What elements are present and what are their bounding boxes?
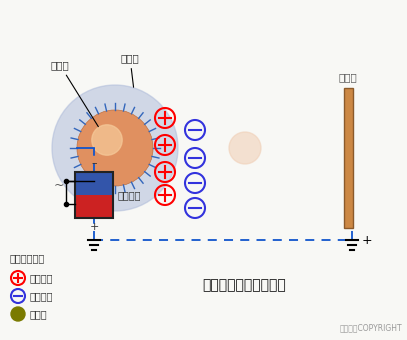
Bar (344, 88, 352, 228)
Circle shape (77, 110, 153, 186)
Text: 电晕区: 电晕区 (120, 53, 139, 87)
Text: 电除尘器除尘过程示意: 电除尘器除尘过程示意 (202, 278, 286, 292)
Bar (75, 172, 113, 195)
Bar (75, 195, 113, 218)
Circle shape (229, 132, 261, 164)
Text: 供电装置: 供电装置 (118, 190, 142, 200)
Text: 东方仿真COPYRIGHT: 东方仿真COPYRIGHT (339, 323, 402, 332)
Text: 为正离子: 为正离子 (30, 273, 53, 283)
Circle shape (11, 307, 25, 321)
Text: 集尘极: 集尘极 (339, 72, 357, 82)
Text: –: – (91, 158, 97, 168)
Bar (75, 172, 113, 218)
Text: 电晕极: 电晕极 (50, 60, 98, 126)
Text: +: + (89, 222, 98, 232)
Text: 为负离子: 为负离子 (30, 291, 53, 301)
Text: +: + (362, 234, 373, 246)
Circle shape (52, 85, 178, 211)
Text: ~: ~ (54, 179, 64, 192)
Text: 为粒子: 为粒子 (30, 309, 48, 319)
Text: 蓝色点为电子: 蓝色点为电子 (10, 253, 45, 263)
Circle shape (92, 125, 122, 155)
